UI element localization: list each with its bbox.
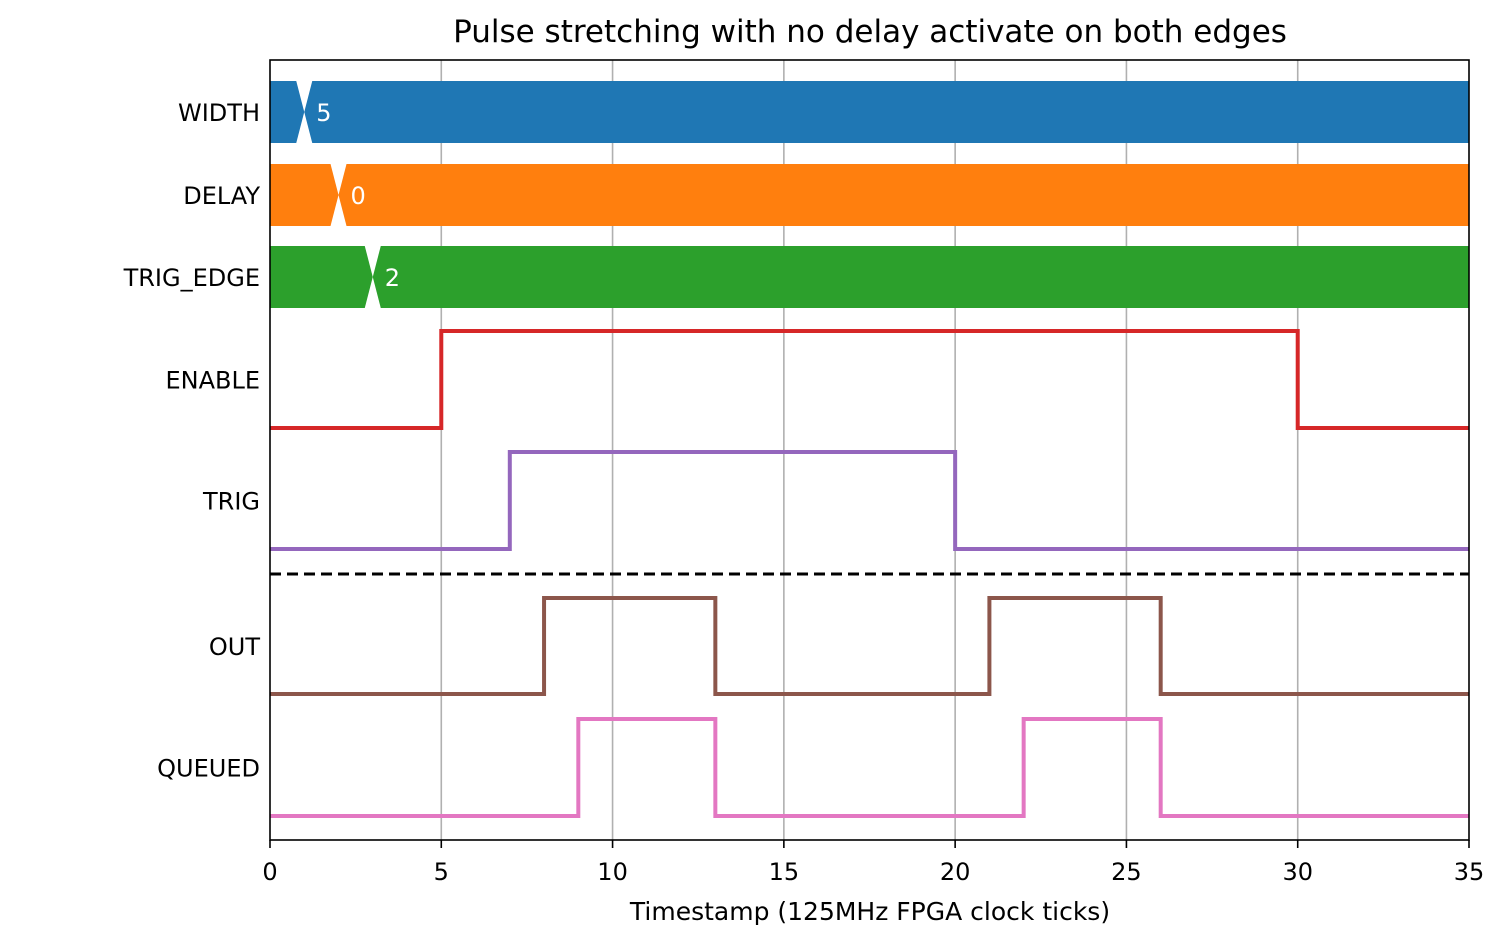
bus-value-label: 0 bbox=[351, 182, 366, 210]
signal-label: ENABLE bbox=[165, 367, 260, 395]
x-tick-label: 30 bbox=[1282, 858, 1313, 886]
waveform-signals bbox=[270, 329, 1469, 818]
x-tick-label: 5 bbox=[434, 858, 449, 886]
x-axis-label: Timestamp (125MHz FPGA clock ticks) bbox=[629, 897, 1110, 926]
bus-signals: 5 0 2 bbox=[270, 81, 1470, 308]
x-tick-label: 35 bbox=[1454, 858, 1485, 886]
signal-label: DELAY bbox=[183, 182, 260, 210]
x-tick-label: 10 bbox=[597, 858, 628, 886]
bus-segment-before bbox=[270, 246, 373, 308]
x-tick-label: 25 bbox=[1111, 858, 1142, 886]
waveform-line bbox=[270, 450, 1469, 551]
bus-segment-before bbox=[270, 164, 339, 226]
x-axis-ticks: 0 5 10 15 20 25 30 35 bbox=[262, 840, 1484, 886]
bus-value-label: 2 bbox=[385, 264, 400, 292]
signal-label: OUT bbox=[209, 633, 260, 661]
bus-segment-value bbox=[338, 164, 1469, 226]
waveform-line bbox=[270, 596, 1469, 696]
chart-title: Pulse stretching with no delay activate … bbox=[453, 14, 1287, 50]
bus-segment-value bbox=[304, 81, 1470, 143]
signal-label: WIDTH bbox=[178, 99, 260, 127]
waveform-line bbox=[270, 717, 1469, 818]
x-tick-label: 0 bbox=[262, 858, 277, 886]
bus-segment-value bbox=[372, 246, 1469, 308]
waveform-line bbox=[270, 329, 1469, 430]
x-tick-label: 15 bbox=[769, 858, 800, 886]
signal-label: TRIG_EDGE bbox=[123, 264, 260, 292]
x-tick-label: 20 bbox=[940, 858, 971, 886]
bus-value-label: 5 bbox=[316, 99, 331, 127]
bus-segment-before bbox=[270, 81, 305, 143]
signal-label: QUEUED bbox=[157, 755, 260, 783]
signal-labels: WIDTH DELAY TRIG_EDGE ENABLE TRIG OUT QUEUED bbox=[123, 99, 261, 783]
plot-frame bbox=[269, 59, 1470, 841]
signal-label: TRIG bbox=[202, 488, 260, 516]
